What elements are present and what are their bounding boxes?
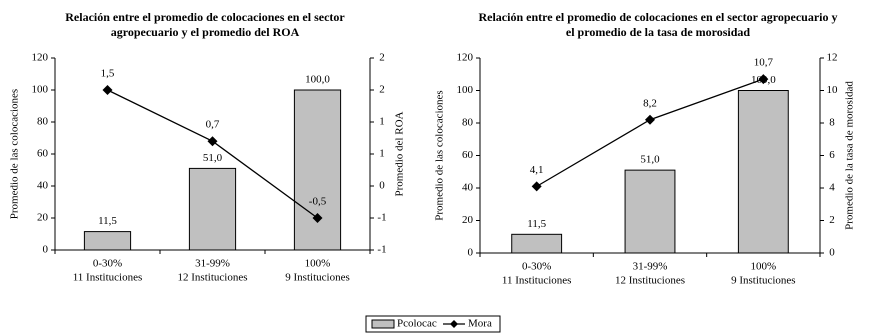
bar <box>624 169 676 254</box>
y-axis-label: Promedio de las colocaciones <box>434 90 446 220</box>
bar-value-label: 51,0 <box>640 154 660 166</box>
y-axis-label: Promedio de las colocaciones <box>9 89 21 219</box>
y-tick-label: 20 <box>37 212 49 224</box>
marker <box>758 74 769 85</box>
x-tick-sublabel: 11 Instituciones <box>502 275 572 287</box>
x-tick-label: 31-99% <box>633 261 668 273</box>
bar-value-label: 11,5 <box>527 218 546 230</box>
y2-tick-label: 4 <box>829 182 835 194</box>
x-tick-label: 100% <box>305 258 331 270</box>
y-tick-label: 60 <box>462 149 474 161</box>
y-tick-label: 0 <box>468 247 474 259</box>
y-tick-label: 120 <box>32 52 49 64</box>
legend-box <box>365 315 501 333</box>
x-tick-sublabel: 11 Instituciones <box>73 272 143 284</box>
x-tick-sublabel: 12 Instituciones <box>615 275 685 287</box>
y-tick-label: 120 <box>457 52 474 64</box>
y2-tick-label: -1 <box>377 244 386 256</box>
bar <box>188 167 237 251</box>
legend-swatch <box>450 320 458 328</box>
x-tick-sublabel: 9 Instituciones <box>731 275 795 287</box>
x-tick-label: 0-30% <box>93 258 122 270</box>
x-tick-label: 31-99% <box>195 258 230 270</box>
y-tick-label: 40 <box>462 182 474 194</box>
chart-title: Relación entre el promedio de colocacion… <box>65 10 345 39</box>
x-tick-label: 100% <box>750 261 776 273</box>
legend-label: Pcolocac <box>397 318 437 330</box>
x-tick-label: 0-30% <box>522 261 551 273</box>
y2-tick-label: 8 <box>829 117 835 129</box>
legend-label: Mora <box>468 318 492 330</box>
bar-value-label: 100,0 <box>305 74 330 86</box>
marker <box>207 136 218 147</box>
line-value-label: 0,7 <box>206 119 220 131</box>
marker <box>312 213 323 223</box>
marker <box>645 114 655 125</box>
line-value-label: 10,7 <box>754 57 774 69</box>
line-value-label: -0,5 <box>309 196 327 208</box>
line-value-label: 4,1 <box>530 164 544 176</box>
y-tick-label: 80 <box>37 116 49 128</box>
marker <box>102 85 113 95</box>
x-tick-sublabel: 9 Instituciones <box>285 272 349 284</box>
y2-axis-label: Promedio de la tasa de morosidad <box>844 81 856 230</box>
bar <box>737 90 789 254</box>
chart-title: Relación entre el promedio de colocacion… <box>478 10 838 39</box>
line-value-label: 1,5 <box>101 68 115 80</box>
y2-tick-label: 1 <box>379 116 385 128</box>
y-tick-label: 60 <box>37 148 49 160</box>
y2-tick-label: -1 <box>377 212 386 224</box>
y2-tick-label: 2 <box>379 84 385 96</box>
y-tick-label: 100 <box>457 84 474 96</box>
y2-tick-label: 6 <box>829 149 835 161</box>
y2-tick-label: 2 <box>829 214 835 226</box>
line-value-label: 8,2 <box>643 97 657 109</box>
y-tick-label: 80 <box>462 117 474 129</box>
bar <box>293 89 342 251</box>
y2-tick-label: 0 <box>379 180 385 192</box>
marker <box>531 181 542 192</box>
legend-swatch <box>371 319 395 329</box>
y2-tick-label: 2 <box>379 52 385 64</box>
y-tick-label: 0 <box>43 244 49 256</box>
bar-value-label: 11,5 <box>98 215 117 227</box>
bar <box>83 231 132 251</box>
x-tick-sublabel: 12 Instituciones <box>178 272 248 284</box>
y2-tick-label: 1 <box>379 148 385 160</box>
y2-tick-label: 10 <box>827 84 839 96</box>
y2-axis-label: Promedio del ROA <box>394 111 406 196</box>
bar-value-label: 51,0 <box>203 152 223 164</box>
y2-tick-label: 0 <box>829 247 835 259</box>
y-tick-label: 20 <box>462 214 474 226</box>
y2-tick-label: 12 <box>827 52 838 64</box>
y-tick-label: 40 <box>37 180 49 192</box>
bar <box>511 233 563 254</box>
y-tick-label: 100 <box>32 84 49 96</box>
